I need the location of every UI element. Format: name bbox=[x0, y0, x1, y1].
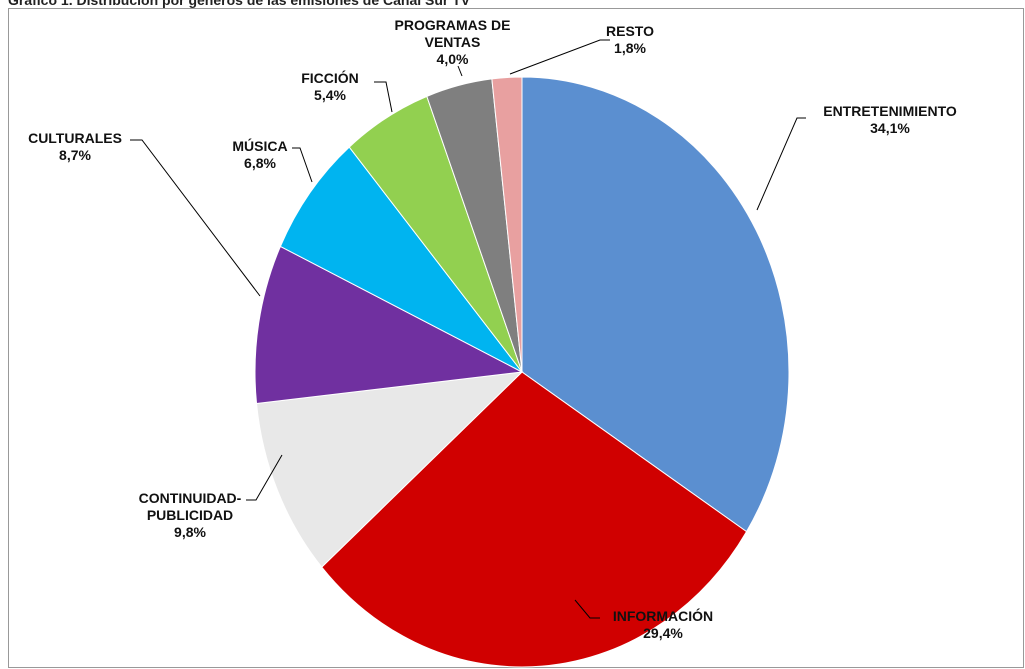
leader-line bbox=[756, 117, 806, 211]
category-label: INFORMACIÓN bbox=[612, 608, 714, 624]
slice-label: MÚSICA 6,8% bbox=[215, 138, 305, 172]
leader-line bbox=[374, 81, 393, 113]
pie-slice bbox=[254, 245, 524, 405]
value-label: 29,4% bbox=[643, 625, 683, 641]
value-label: 6,8% bbox=[244, 155, 276, 171]
value-label: 8,7% bbox=[59, 147, 91, 163]
category-label: CONTINUIDAD-PUBLICIDAD bbox=[138, 490, 242, 523]
leader-line bbox=[130, 139, 261, 297]
category-label: MÚSICA bbox=[232, 138, 288, 154]
value-label: 4,0% bbox=[436, 51, 469, 67]
value-label: 5,4% bbox=[314, 87, 346, 103]
slice-label: ENTRETENIMIENTO 34,1% bbox=[800, 103, 980, 137]
slice-label: INFORMACIÓN 29,4% bbox=[598, 608, 728, 642]
category-label: CULTURALES bbox=[28, 130, 122, 146]
category-label: ENTRETENIMIENTO bbox=[823, 103, 957, 119]
chart-frame bbox=[8, 8, 1024, 668]
slice-label: CULTURALES 8,7% bbox=[15, 130, 135, 164]
slice-label: PROGRAMAS DE VENTAS 4,0% bbox=[370, 17, 535, 68]
pie-slice bbox=[521, 76, 790, 533]
chart-title: Gráfico 1. Distribución por géneros de l… bbox=[8, 0, 471, 8]
leader-line bbox=[574, 599, 600, 619]
pie-slice bbox=[491, 76, 523, 373]
leader-line bbox=[509, 39, 610, 75]
value-label: 1,8% bbox=[614, 40, 646, 56]
value-label: 34,1% bbox=[870, 120, 910, 136]
category-label: PROGRAMAS DE VENTAS bbox=[394, 17, 511, 50]
pie-slice bbox=[279, 146, 523, 373]
leader-line bbox=[246, 454, 283, 501]
pie-slice bbox=[321, 371, 748, 668]
pie-slice bbox=[255, 371, 524, 568]
category-label: FICCIÓN bbox=[301, 70, 359, 86]
slice-label: RESTO 1,8% bbox=[590, 23, 670, 57]
leader-line bbox=[292, 147, 313, 183]
slice-label: CONTINUIDAD-PUBLICIDAD 9,8% bbox=[120, 490, 260, 541]
leader-line bbox=[457, 65, 463, 77]
category-label: RESTO bbox=[606, 23, 654, 39]
value-label: 9,8% bbox=[174, 524, 206, 540]
slice-label: FICCIÓN 5,4% bbox=[285, 70, 375, 104]
